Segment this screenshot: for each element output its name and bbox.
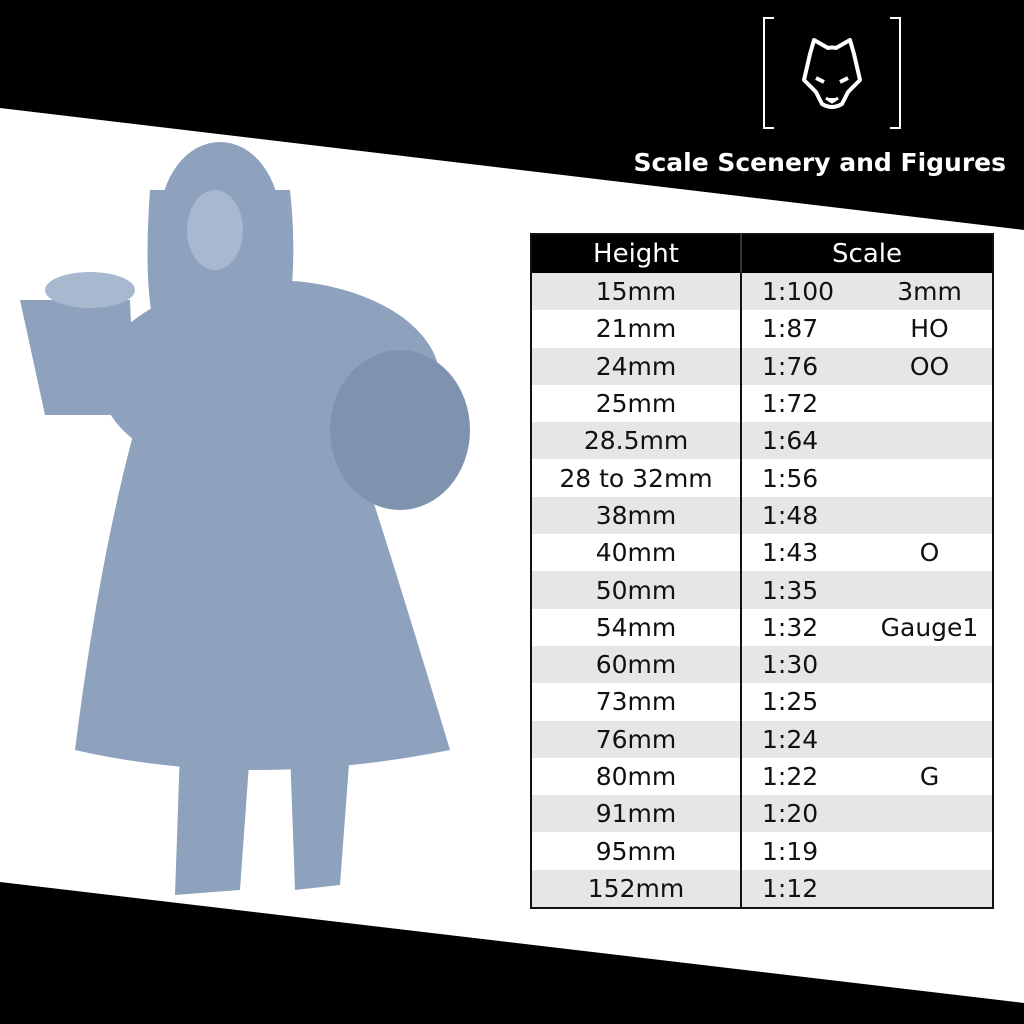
table-row: 76mm 1:24 <box>531 720 993 758</box>
height-cell: 21mm <box>531 310 742 348</box>
ratio-cell: 1:72 <box>741 384 867 423</box>
height-cell: 24mm <box>531 347 742 385</box>
table-row: 152mm 1:12 <box>531 869 993 909</box>
gauge-cell <box>867 869 993 909</box>
gauge-cell: Gauge1 <box>867 608 993 646</box>
table-row: 54mm 1:32 Gauge1 <box>531 608 993 646</box>
table-header-row: Height Scale <box>531 234 993 273</box>
gauge-cell <box>867 459 993 497</box>
header-scale: Scale <box>741 234 993 273</box>
header-height: Height <box>531 234 742 273</box>
table-row: 25mm 1:72 <box>531 384 993 423</box>
ratio-cell: 1:22 <box>741 757 867 796</box>
height-cell: 73mm <box>531 683 742 721</box>
ratio-cell: 1:87 <box>741 310 867 348</box>
table-row: 95mm 1:19 <box>531 832 993 870</box>
table-row: 73mm 1:25 <box>531 683 993 721</box>
height-cell: 50mm <box>531 571 742 609</box>
table-row: 15mm 1:100 3mm <box>531 273 993 311</box>
ratio-cell: 1:35 <box>741 571 867 609</box>
gauge-cell <box>867 422 993 460</box>
height-cell: 152mm <box>531 869 742 909</box>
gauge-cell <box>867 720 993 758</box>
ratio-cell: 1:24 <box>741 720 867 758</box>
ratio-cell: 1:32 <box>741 608 867 646</box>
gauge-cell <box>867 571 993 609</box>
table-row: 28.5mm 1:64 <box>531 422 993 460</box>
table-row: 40mm 1:43 O <box>531 534 993 572</box>
height-cell: 25mm <box>531 384 742 423</box>
ratio-cell: 1:43 <box>741 534 867 572</box>
height-cell: 15mm <box>531 273 742 311</box>
height-cell: 91mm <box>531 795 742 833</box>
top-black-band <box>0 0 1024 230</box>
ratio-cell: 1:64 <box>741 422 867 460</box>
table-row: 60mm 1:30 <box>531 645 993 684</box>
height-cell: 60mm <box>531 645 742 684</box>
table-row: 91mm 1:20 <box>531 795 993 833</box>
ratio-cell: 1:30 <box>741 645 867 684</box>
height-cell: 54mm <box>531 608 742 646</box>
table-row: 50mm 1:35 <box>531 571 993 609</box>
gauge-cell <box>867 795 993 833</box>
brand-name: Scale Scenery and Figures <box>633 148 1006 177</box>
gauge-cell: O <box>867 534 993 572</box>
gauge-cell <box>867 645 993 684</box>
gauge-cell <box>867 832 993 870</box>
ratio-cell: 1:100 <box>741 273 867 311</box>
ratio-cell: 1:56 <box>741 459 867 497</box>
height-cell: 76mm <box>531 720 742 758</box>
wolf-head-icon <box>763 17 901 129</box>
gauge-cell: HO <box>867 310 993 348</box>
scale-table: Height Scale 15mm 1:100 3mm 21mm 1:87 HO 24mm 1… <box>530 233 994 910</box>
bottom-black-band <box>0 882 1024 1024</box>
ratio-cell: 1:19 <box>741 832 867 870</box>
height-cell: 95mm <box>531 832 742 870</box>
table-row: 21mm 1:87 HO <box>531 310 993 348</box>
gauge-cell: OO <box>867 347 993 385</box>
gauge-cell <box>867 384 993 423</box>
height-cell: 80mm <box>531 757 742 796</box>
gauge-cell <box>867 683 993 721</box>
gauge-cell: 3mm <box>867 273 993 311</box>
gauge-cell: G <box>867 757 993 796</box>
ratio-cell: 1:76 <box>741 347 867 385</box>
figure-miniature-image <box>20 142 470 895</box>
ratio-cell: 1:48 <box>741 496 867 535</box>
height-cell: 28 to 32mm <box>531 459 742 497</box>
table-row: 80mm 1:22 G <box>531 757 993 796</box>
ratio-cell: 1:20 <box>741 795 867 833</box>
gauge-cell <box>867 496 993 535</box>
ratio-cell: 1:25 <box>741 683 867 721</box>
height-cell: 40mm <box>531 534 742 572</box>
ratio-cell: 1:12 <box>741 869 867 909</box>
table-row: 24mm 1:76 OO <box>531 347 993 385</box>
table-row: 28 to 32mm 1:56 <box>531 459 993 497</box>
height-cell: 38mm <box>531 496 742 535</box>
table-row: 38mm 1:48 <box>531 496 993 535</box>
height-cell: 28.5mm <box>531 422 742 460</box>
